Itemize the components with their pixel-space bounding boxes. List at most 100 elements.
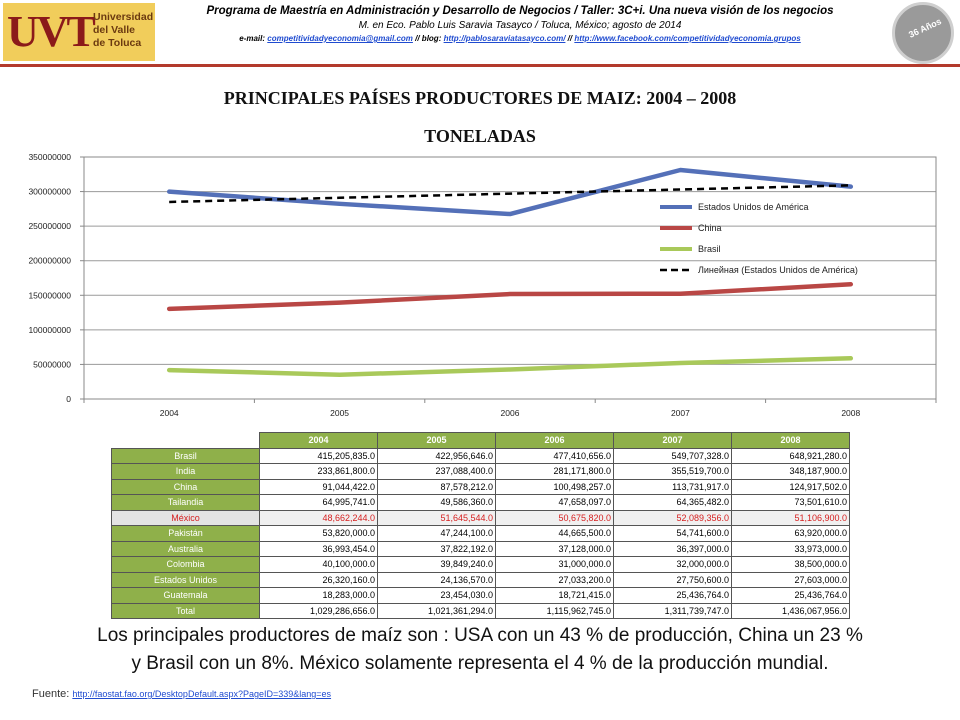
table-cell: 24,136,570.0 (377, 571, 496, 588)
row-country: Guatemala (111, 587, 260, 604)
table-row: México 48,662,244.0 51,645,544.0 50,675,820… (111, 509, 850, 526)
table-cell: 233,861,800.0 (259, 463, 378, 480)
y-tick-label: 350000000 (28, 152, 71, 162)
table-cell: 36,993,454.0 (259, 540, 378, 557)
table-cell: 18,721,415.0 (495, 587, 614, 604)
logo-text: Universidad del Valle de Toluca (93, 11, 154, 49)
anniversary-badge: 36 Años (892, 2, 954, 64)
table-cell: 33,973,000.0 (731, 540, 850, 557)
production-table: 2004 2005 2006 2007 2008 Brasil 415,205,8… (111, 432, 850, 619)
table-cell: 52,089,356.0 (613, 509, 732, 526)
table-header-row: 2004 2005 2006 2007 2008 (111, 432, 850, 449)
chart-series (166, 167, 854, 377)
y-tick-label: 150000000 (28, 290, 71, 300)
source-label: Fuente: (32, 688, 70, 700)
table-cell: 348,187,900.0 (731, 463, 850, 480)
table-cell: 113,731,917.0 (613, 478, 732, 495)
table-cell: 124,917,502.0 (731, 478, 850, 495)
series-line-2 (166, 356, 854, 377)
table-cell: 48,662,244.0 (259, 509, 378, 526)
x-tick-label: 2007 (671, 408, 690, 418)
table-cell: 1,436,067,956.0 (731, 602, 850, 619)
table-cell: 37,822,192.0 (377, 540, 496, 557)
table-cell: 23,454,030.0 (377, 587, 496, 604)
table-row: Colombia 40,100,000.0 39,849,240.0 31,000,0… (111, 556, 850, 573)
series-line-1 (166, 282, 854, 312)
plot-area (83, 156, 937, 400)
source-note: Fuente: http://faostat.fao.org/DesktopDe… (32, 688, 331, 700)
col-header: 2006 (495, 432, 614, 449)
table-cell: 18,283,000.0 (259, 587, 378, 604)
table-row: Tailandia 64,995,741.0 49,586,360.0 47,658,… (111, 494, 850, 511)
table-cell: 64,995,741.0 (259, 494, 378, 511)
legend-label: Estados Unidos de América (698, 202, 809, 212)
x-tick-label: 2006 (501, 408, 520, 418)
email-link[interactable]: competitividadyeconomia@gmail.com (267, 34, 413, 43)
x-tick-label: 2005 (330, 408, 349, 418)
table-cell: 50,675,820.0 (495, 509, 614, 526)
source-link[interactable]: http://faostat.fao.org/DesktopDefault.as… (72, 689, 332, 699)
table-cell: 51,106,900.0 (731, 509, 850, 526)
y-tick-label: 50000000 (33, 359, 71, 369)
series-line-3 (169, 184, 851, 204)
summary-line-2: y Brasil con un 8%. México solamente rep… (131, 653, 829, 674)
summary-line-1: Los principales productores de maíz son … (97, 625, 863, 646)
legend-label: Brasil (698, 244, 721, 254)
table-cell: 36,397,000.0 (613, 540, 732, 557)
table-cell: 51,645,544.0 (377, 509, 496, 526)
facebook-link[interactable]: http://www.facebook.com/competitividadye… (574, 34, 801, 43)
row-country: Australia (111, 540, 260, 557)
x-axis-ticks: 2004 2005 2006 2007 2008 (83, 399, 937, 418)
chart-legend: Estados Unidos de América China Brasil Лине… (660, 202, 858, 275)
row-country: Brasil (111, 447, 260, 464)
table-row: Guatemala 18,283,000.0 23,454,030.0 18,721,… (111, 587, 850, 604)
summary-text: Los principales productores de maíz son … (30, 622, 930, 678)
x-tick-label: 2008 (841, 408, 860, 418)
table-cell: 25,436,764.0 (731, 587, 850, 604)
table-cell: 477,410,656.0 (495, 447, 614, 464)
table-cell: 100,498,257.0 (495, 478, 614, 495)
table-cell: 38,500,000.0 (731, 556, 850, 573)
table-cell: 87,578,212.0 (377, 478, 496, 495)
table-cell: 415,205,835.0 (259, 447, 378, 464)
table-cell: 39,849,240.0 (377, 556, 496, 573)
table-cell: 47,244,100.0 (377, 525, 496, 542)
table-cell: 73,501,610.0 (731, 494, 850, 511)
table-cell: 1,029,286,656.0 (259, 602, 378, 619)
table-cell: 49,586,360.0 (377, 494, 496, 511)
table-row: India 233,861,800.0 237,088,400.0 281,171,8… (111, 463, 850, 480)
table-cell: 32,000,000.0 (613, 556, 732, 573)
y-tick-label: 250000000 (28, 221, 71, 231)
row-country: India (111, 463, 260, 480)
table-cell: 422,956,646.0 (377, 447, 496, 464)
y-axis-ticks: 0 50000000 100000000 150000000 200000000 2500… (28, 152, 84, 404)
blog-link[interactable]: http://pablosaraviatasayco.com/ (443, 34, 566, 43)
col-header: 2005 (377, 432, 496, 449)
y-tick-label: 300000000 (28, 187, 71, 197)
table-row: Pakistán 53,820,000.0 47,244,100.0 44,665,5… (111, 525, 850, 542)
legend-label: China (698, 223, 722, 233)
row-country: Estados Unidos (111, 571, 260, 588)
table-cell: 37,128,000.0 (495, 540, 614, 557)
table-cell: 31,000,000.0 (495, 556, 614, 573)
col-header: 2007 (613, 432, 732, 449)
row-country: México (111, 509, 260, 526)
x-tick-label: 2004 (160, 408, 179, 418)
y-tick-label: 0 (66, 394, 71, 404)
table-cell: 26,320,160.0 (259, 571, 378, 588)
row-country: China (111, 478, 260, 495)
table-row: Brasil 415,205,835.0 422,956,646.0 477,410,… (111, 447, 850, 464)
badge-text: 36 Años (907, 16, 943, 40)
table-cell: 355,519,700.0 (613, 463, 732, 480)
y-tick-label: 100000000 (28, 325, 71, 335)
header-divider (0, 64, 960, 67)
table-corner (111, 432, 260, 448)
table-row: Estados Unidos 26,320,160.0 24,136,570.0 27… (111, 571, 850, 588)
university-logo: UVT Universidad del Valle de Toluca (3, 3, 155, 61)
row-country: Colombia (111, 556, 260, 573)
table-row: China 91,044,422.0 87,578,212.0 100,498,257… (111, 478, 850, 495)
table-cell: 40,100,000.0 (259, 556, 378, 573)
table-cell: 64,365,482.0 (613, 494, 732, 511)
program-title: Programa de Maestría en Administración y… (206, 5, 834, 17)
table-cell: 25,436,764.0 (613, 587, 732, 604)
